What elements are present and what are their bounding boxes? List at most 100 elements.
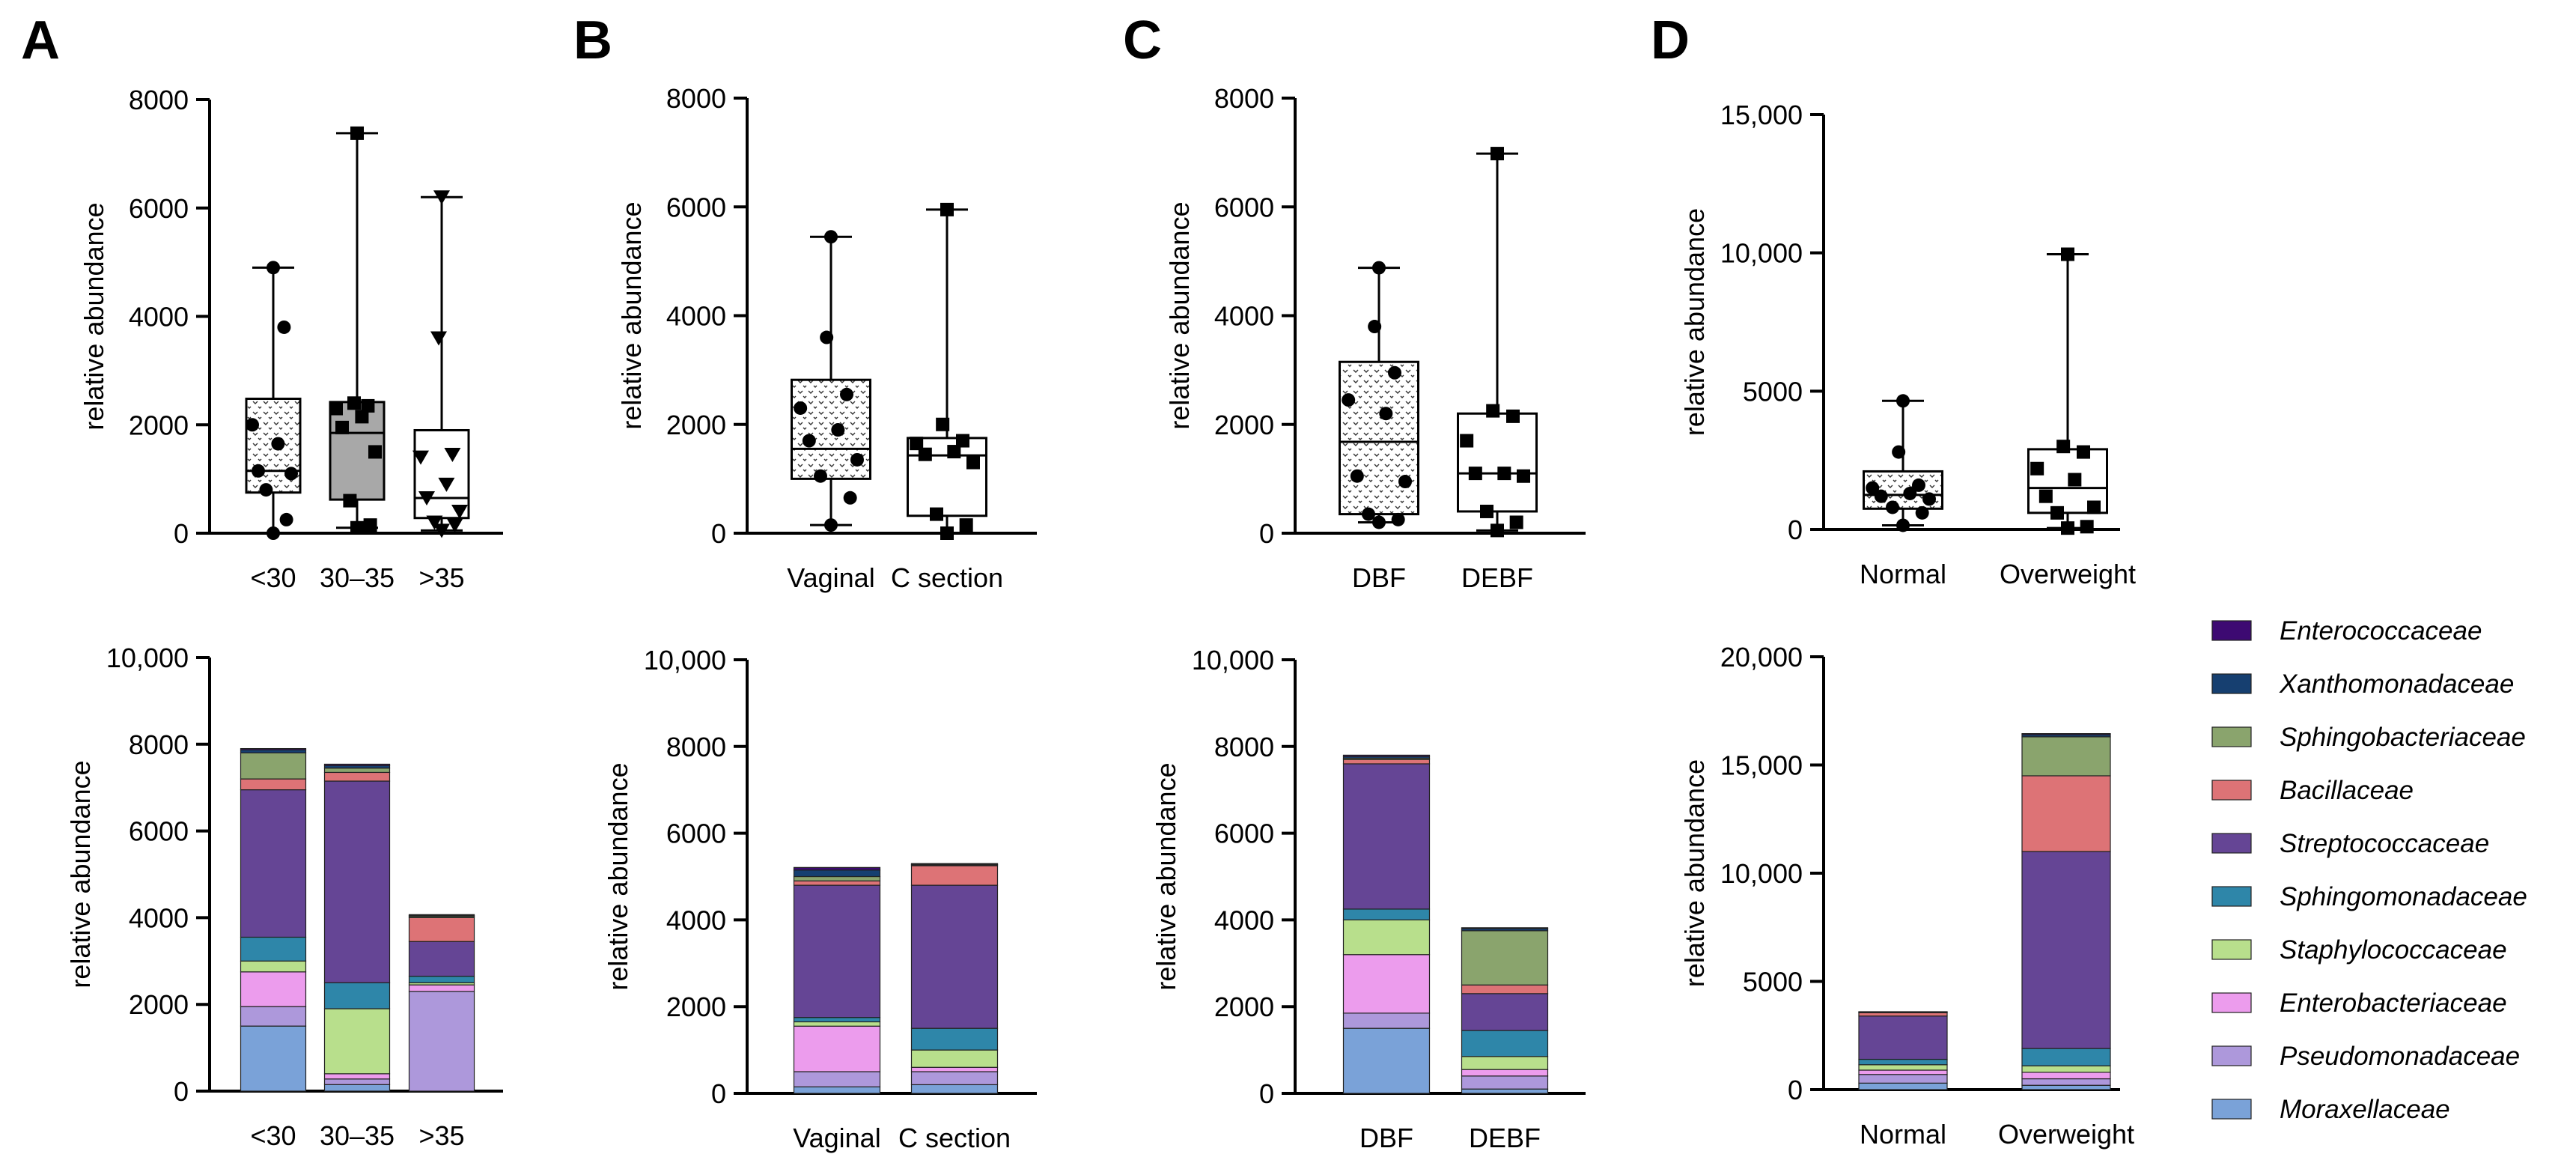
bar-segment-enterococcaceae (793, 866, 881, 871)
bar-segment-enterobacteriaceae (408, 984, 475, 992)
bar-segment-staphylococcaceae (910, 1049, 999, 1068)
bar-segment-bacillaceae (323, 771, 391, 782)
data-point (355, 410, 369, 424)
x-tick-label: >35 (418, 562, 464, 593)
data-point (426, 515, 443, 530)
y-axis-label: relative abundance (1679, 208, 1710, 436)
data-point (824, 230, 838, 244)
y-tick-label: 4000 (666, 905, 726, 935)
bar-segment-bacillaceae (1858, 1012, 1948, 1017)
data-point (361, 398, 375, 413)
y-tick-label: 4000 (1214, 301, 1274, 332)
chart-a-box: 0 2000 4000 6000 8000 relative abundance <30 30… (79, 85, 503, 593)
data-point (802, 434, 816, 448)
bar-segment-moraxellaceae (910, 1084, 999, 1094)
y-axis-label: relative abundance (1151, 762, 1181, 990)
data-point (956, 434, 969, 448)
data-point (2056, 440, 2071, 454)
y-tick-label: 0 (1788, 514, 1803, 545)
bar-segment-streptococcaceae (240, 789, 307, 938)
bar-segment-enterococcaceae (408, 914, 475, 917)
stacked-bar-1 (323, 763, 391, 1092)
bar-segment-moraxellaceae (1858, 1082, 1948, 1090)
bar-segment-streptococcaceae (323, 780, 391, 983)
box-1 (2027, 247, 2108, 535)
y-axis-label: relative abundance (65, 760, 96, 988)
data-point (1388, 365, 1401, 380)
x-tick-label: Overweight (2000, 559, 2136, 589)
x-tick-label: DBF (1359, 1123, 1413, 1153)
bar-segment-moraxellaceae (323, 1084, 391, 1092)
data-point (335, 420, 349, 434)
legend-swatch-staphylococcaceae (2211, 939, 2252, 960)
y-tick-label: 0 (711, 1078, 726, 1109)
y-tick-label: 6000 (1214, 819, 1274, 849)
data-point (1491, 147, 1504, 161)
bar-segment-pseudomonadaceae (793, 1071, 881, 1087)
data-point (350, 520, 364, 535)
data-point (368, 445, 382, 459)
data-point (820, 330, 834, 344)
stacked-bar-1 (2021, 732, 2111, 1090)
bar-segment-staphylococcaceae (323, 1008, 391, 1075)
data-point (1896, 518, 1910, 532)
data-point (1398, 475, 1412, 489)
data-point (1506, 409, 1520, 423)
bar-segment-pseudomonadaceae (1342, 1012, 1431, 1029)
bar-segment-sphingomonadaceae (240, 936, 307, 962)
data-point (433, 190, 450, 205)
bar-segment-pseudomonadaceae (1858, 1074, 1948, 1084)
bar-segment-enterococcaceae (1342, 754, 1431, 757)
data-point (430, 331, 447, 346)
y-tick-label: 2000 (129, 410, 189, 440)
bar-segment-enterococcaceae (2021, 732, 2111, 735)
panel-letter-a: A (21, 10, 60, 70)
y-tick-label: 0 (174, 1076, 189, 1107)
bar-segment-enterobacteriaceae (910, 1066, 999, 1072)
data-point (252, 464, 265, 478)
bar-segment-sphingobacteriaceae (1461, 930, 1549, 986)
data-point (947, 445, 961, 459)
box-iqr (1457, 412, 1538, 513)
box-iqr (1339, 360, 1419, 516)
x-tick-label: DEBF (1461, 562, 1533, 593)
legend-swatch-bacillaceae (2211, 780, 2252, 801)
x-tick-label: Vaginal (793, 1123, 880, 1153)
data-point (936, 417, 950, 431)
y-tick-label: 8000 (666, 732, 726, 762)
x-tick-label: 30–35 (320, 1120, 395, 1151)
data-point (2068, 473, 2082, 487)
y-tick-label: 2000 (666, 410, 726, 440)
y-tick-label: 10,000 (1192, 645, 1274, 675)
legend-swatch-enterobacteriaceae (2211, 992, 2252, 1013)
legend-swatch-sphingomonadaceae (2211, 886, 2252, 907)
bar-segment-sphingomonadaceae (2021, 1048, 2111, 1066)
data-point (438, 477, 455, 492)
data-point (824, 518, 838, 532)
bar-segment-sphingobacteriaceae (240, 752, 307, 780)
y-axis-label: relative abundance (79, 202, 109, 430)
data-point (1368, 320, 1382, 334)
data-point (1379, 407, 1393, 421)
x-tick-label: Overweight (1998, 1119, 2134, 1150)
data-point (1391, 512, 1405, 526)
legend-label: Bacillaceae (2280, 776, 2414, 805)
chart-d-bar: 0 5000 10,000 15,000 20,000 relative abundanc… (1679, 642, 2134, 1150)
bar-segment-streptococcaceae (1342, 763, 1431, 910)
data-point (1486, 404, 1500, 418)
bar-segment-streptococcaceae (793, 884, 881, 1018)
data-point (1915, 505, 1929, 520)
bar-segment-bacillaceae (2021, 775, 2111, 852)
x-tick-label: C section (891, 562, 1003, 593)
y-tick-label: 4000 (1214, 905, 1274, 935)
data-point (2077, 445, 2090, 459)
box-1 (1457, 147, 1538, 538)
bar-segment-streptococcaceae (1461, 993, 1549, 1031)
bar-segment-moraxellaceae (1461, 1088, 1549, 1094)
data-point (2080, 520, 2094, 534)
data-point (2061, 521, 2074, 535)
data-point (1468, 467, 1482, 481)
y-tick-label: 10,000 (1720, 858, 1803, 889)
data-point (1460, 434, 1474, 448)
panel-letter-d: D (1651, 10, 1690, 70)
